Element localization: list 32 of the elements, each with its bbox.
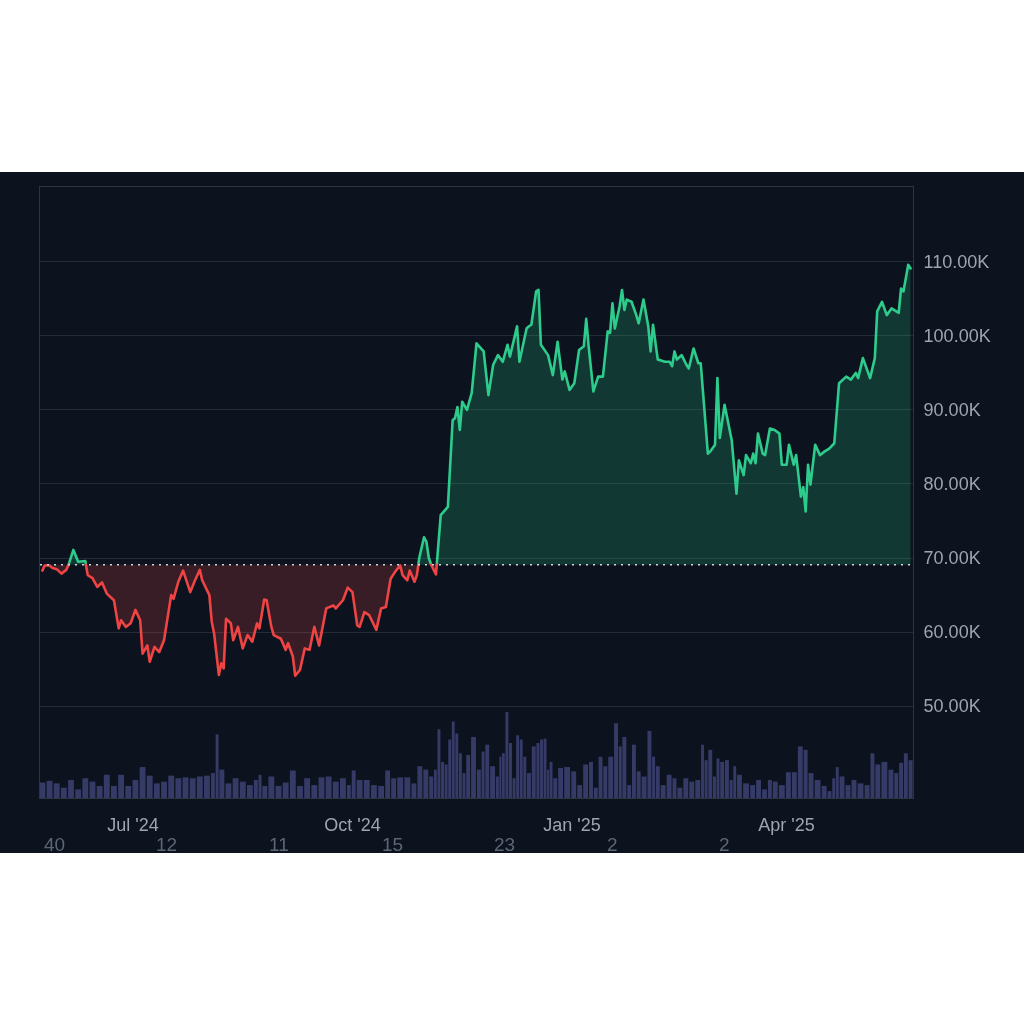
x-tick-label: Jul '24 — [107, 814, 159, 835]
y-tick-label: 60.00K — [923, 622, 981, 643]
text: 11 — [269, 834, 289, 855]
text: 2 — [719, 834, 730, 855]
text: 40 — [44, 834, 66, 855]
bar — [40, 782, 46, 798]
text: 15 — [382, 834, 404, 855]
x-tick-label: Jan '25 — [543, 814, 601, 835]
y-tick-label: 70.00K — [923, 548, 981, 569]
bar — [720, 761, 725, 798]
bar — [622, 736, 627, 798]
bar — [505, 712, 509, 798]
bar — [519, 739, 523, 798]
bar — [516, 735, 520, 798]
y-tick-label: 80.00K — [923, 474, 981, 495]
bar — [536, 742, 540, 798]
text: 2 — [607, 834, 618, 855]
bar — [451, 721, 455, 798]
bar — [543, 738, 547, 798]
bar — [724, 760, 729, 798]
bar — [708, 749, 713, 798]
y-tick-label: 50.00K — [923, 696, 981, 717]
y-tick-label: 110.00K — [923, 252, 990, 273]
bar — [437, 729, 441, 798]
bar — [549, 761, 553, 798]
x-tick-label: Oct '24 — [324, 814, 381, 835]
x-tick-label: Apr '25 — [758, 814, 815, 835]
text: 23 — [494, 834, 516, 855]
y-tick-label: 90.00K — [923, 400, 981, 421]
text: 12 — [156, 834, 178, 855]
y-tick-label: 100.00K — [923, 326, 991, 347]
bar — [531, 746, 536, 798]
